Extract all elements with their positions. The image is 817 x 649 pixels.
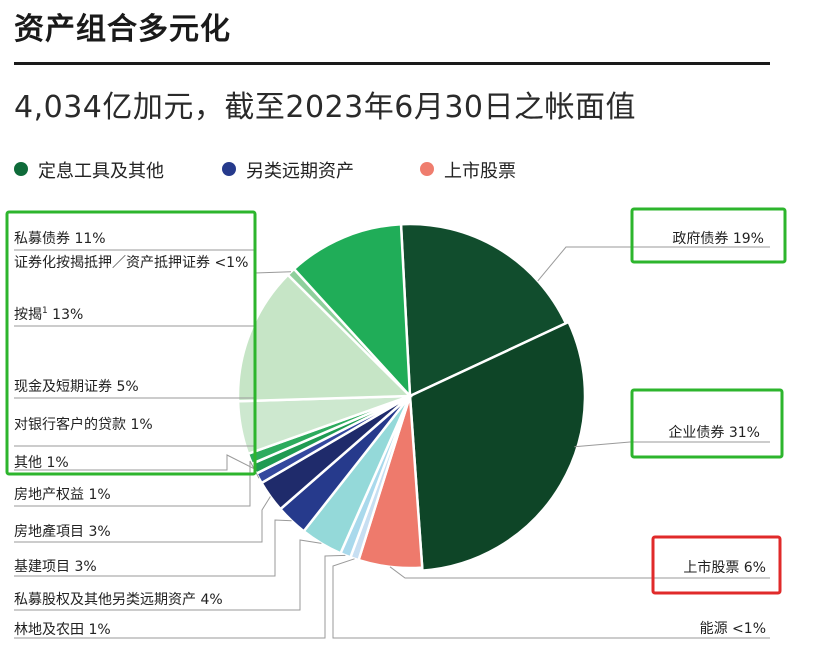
legend-swatch xyxy=(420,162,434,176)
slice-value: 5% xyxy=(112,379,139,395)
slice-value: 13% xyxy=(48,307,84,323)
slice-label: 政府债券 19% xyxy=(672,231,764,247)
slice-value: 3% xyxy=(70,559,97,575)
chart-subtitle: 4,034亿加元，截至2023年6月30日之帐面值 xyxy=(14,90,636,125)
pie-slice xyxy=(408,320,587,572)
slice-label: 按揭1 13% xyxy=(14,306,83,323)
legend-swatch xyxy=(222,162,236,176)
slice-label-name: 基建项目 xyxy=(14,558,70,575)
slice-label: 能源 <1% xyxy=(700,621,766,637)
slice-value: <1% xyxy=(728,621,766,637)
slice-label-name: 现金及短期证券 xyxy=(14,379,112,395)
slice-value: 31% xyxy=(724,425,760,441)
slice-value: 4% xyxy=(196,592,223,608)
leader-line xyxy=(14,496,271,543)
slice-label-name: 上市股票 xyxy=(683,559,739,576)
slice-label-name: 其他 xyxy=(14,455,42,471)
leader-line xyxy=(537,246,770,282)
slice-value: 1% xyxy=(84,487,111,503)
highlight-box-equities xyxy=(651,535,782,595)
leader-line xyxy=(332,558,770,639)
legend-label: 上市股票 xyxy=(444,161,516,182)
slice-label-name: 私募股权及其他另类远期资产 xyxy=(14,592,196,608)
slice-label-name: 企业债券 xyxy=(668,424,724,441)
slice-label: 房地產項目 3% xyxy=(14,523,111,540)
slice-label: 其他 1% xyxy=(14,455,69,471)
legend-label: 定息工具及其他 xyxy=(38,161,164,182)
slice-value: 1% xyxy=(126,417,153,433)
slice-label: 上市股票 6% xyxy=(683,559,766,576)
slice-label: 林地及农田 1% xyxy=(14,622,111,638)
slice-label: 私募债券 11% xyxy=(14,231,106,247)
legend-label: 另类远期资产 xyxy=(246,161,354,182)
highlight-box-government-bonds xyxy=(630,207,787,264)
slice-value: 11% xyxy=(70,231,106,247)
slice-label: 现金及短期证券 5% xyxy=(14,379,139,395)
slice-value: 1% xyxy=(42,455,69,471)
pie-slice xyxy=(292,222,412,400)
slice-label-name: 对银行客户的贷款 xyxy=(14,416,126,433)
highlight-box-left xyxy=(5,210,257,476)
leader-line xyxy=(574,441,770,448)
chart-title: 资产组合多元化 xyxy=(14,12,231,47)
slice-label: 私募股权及其他另类远期资产 4% xyxy=(14,592,223,608)
legend-swatch xyxy=(14,162,28,176)
slice-label-name: 证券化按揭抵押／资产抵押证券 xyxy=(14,255,210,271)
slice-label-name: 私募债券 xyxy=(14,231,70,247)
slice-value: 3% xyxy=(84,524,111,540)
slice-label-name: 房地产权益 xyxy=(14,487,84,503)
leader-line xyxy=(14,454,255,471)
slice-value: 19% xyxy=(728,231,764,247)
slice-label-name: 能源 xyxy=(700,621,728,637)
slice-value: <1% xyxy=(210,255,248,271)
slice-label: 企业债券 31% xyxy=(668,424,760,441)
footnote-marker: 1 xyxy=(42,306,48,316)
leader-line xyxy=(389,566,770,579)
slice-label-name: 政府债券 xyxy=(672,231,728,247)
slice-label: 基建项目 3% xyxy=(14,558,97,575)
slice-label: 对银行客户的贷款 1% xyxy=(14,416,153,433)
slice-label-name: 房地產項目 xyxy=(14,523,84,540)
leader-line xyxy=(254,271,292,274)
slice-label: 房地产权益 1% xyxy=(14,487,111,503)
leader-line xyxy=(14,519,292,577)
pie-slice xyxy=(399,222,568,398)
slice-label-name: 按揭 xyxy=(14,307,42,323)
pie-slice xyxy=(236,273,413,403)
slice-label: 证券化按揭抵押／资产抵押证券 <1% xyxy=(14,255,248,271)
leader-line xyxy=(14,554,346,639)
highlight-box-corporate-bonds xyxy=(630,388,784,459)
title-divider xyxy=(14,62,770,65)
slice-label-name: 林地及农田 xyxy=(14,622,84,638)
slice-value: 6% xyxy=(739,560,766,576)
slice-value: 1% xyxy=(84,622,111,638)
leader-line xyxy=(14,539,322,611)
